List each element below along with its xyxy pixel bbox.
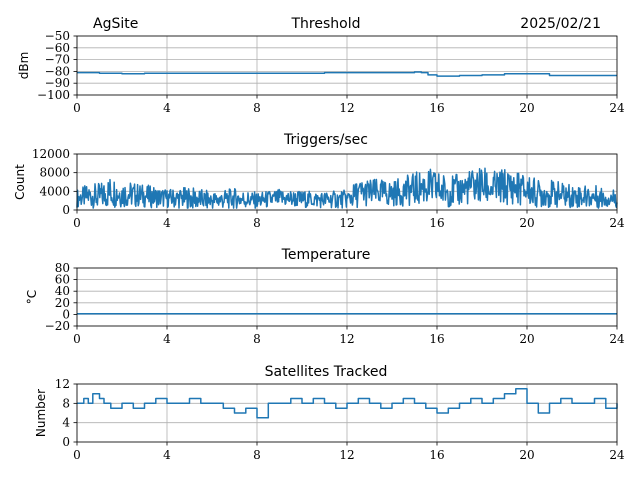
y-tick-label: −50 [45,29,70,43]
date-label: 2025/02/21 [520,16,601,32]
chart-panels: 0 4 8 12 16 20 24 −100−90−80−70−60−50 Threshold d… [13,16,625,462]
y-tick-label: −60 [45,41,70,55]
y-tick-label: 12 [55,377,70,391]
x-tick-label: 12 [339,332,354,346]
y-tick-label: 0 [62,435,70,449]
x-tick-label: 12 [339,216,354,230]
series-line-1 [77,388,618,419]
panel-4: 0 4 8 12 16 20 24 0 4 8 12 Satellites Tracked Number [34,364,625,462]
y-tick-label: 8000 [39,166,70,180]
y-tick-label: 8 [62,396,70,410]
x-tick-label: 4 [163,332,171,346]
x-tick-label: 8 [253,332,261,346]
x-tick-label: 0 [73,216,81,230]
y-tick-label: −70 [45,53,70,67]
y-tick-label: 80 [55,261,70,275]
x-tick-label: 4 [163,101,171,115]
y-tick-label: 4000 [39,184,70,198]
x-tick-label: 16 [429,101,444,115]
x-tick-label: 0 [73,332,81,346]
x-tick-label: 24 [609,216,625,230]
x-tick-label: 4 [163,216,171,230]
x-tick-label: 24 [609,332,625,346]
y-tick-label: 40 [55,284,70,298]
y-axis-label: °C [25,290,39,304]
y-tick-label: 0 [62,307,70,321]
y-tick-label: 12000 [32,147,70,161]
series-line-1 [77,71,617,77]
y-axis-label: dBm [17,52,31,80]
y-tick-label: −100 [37,88,70,102]
y-tick-label: 20 [55,296,70,310]
x-tick-label: 16 [429,216,444,230]
x-tick-label: 20 [519,216,534,230]
x-tick-label: 24 [609,448,625,462]
plot-frame [76,267,618,327]
y-tick-label: −20 [45,319,70,333]
panel-title: Triggers/sec [283,132,368,148]
x-tick-label: 20 [519,101,534,115]
panel-1: 0 4 8 12 16 20 24 −100−90−80−70−60−50 Threshold d… [17,16,625,115]
x-tick-label: 20 [519,332,534,346]
x-tick-label: 8 [253,448,261,462]
x-tick-label: 16 [429,448,444,462]
panel-title: Temperature [281,247,371,263]
x-tick-label: 4 [163,448,171,462]
plot-frame [76,35,618,96]
x-tick-label: 0 [73,101,81,115]
series-line-1 [76,167,618,209]
y-tick-label: 60 [55,273,70,287]
x-tick-label: 8 [253,101,261,115]
y-tick-label: −90 [45,76,70,90]
panel-title: Satellites Tracked [265,364,388,380]
panel-2: 0 4 8 12 16 20 24 0 4000 8000 12000 Triggers/sec Cou… [13,132,625,230]
y-tick-label: 0 [62,203,70,217]
y-tick-label: 4 [62,416,70,430]
site-label: AgSite [93,16,138,32]
x-tick-label: 24 [609,101,625,115]
x-tick-label: 0 [73,448,81,462]
x-tick-label: 20 [519,448,534,462]
plot-frame [76,383,618,443]
x-tick-label: 8 [253,216,261,230]
x-tick-label: 12 [339,101,354,115]
y-axis-label: Number [34,389,48,437]
x-tick-label: 12 [339,448,354,462]
x-tick-label: 16 [429,332,444,346]
plot-frame [76,153,618,211]
panel-title: Threshold [291,16,361,32]
y-axis-label: Count [13,164,27,200]
y-tick-label: −80 [45,64,70,78]
